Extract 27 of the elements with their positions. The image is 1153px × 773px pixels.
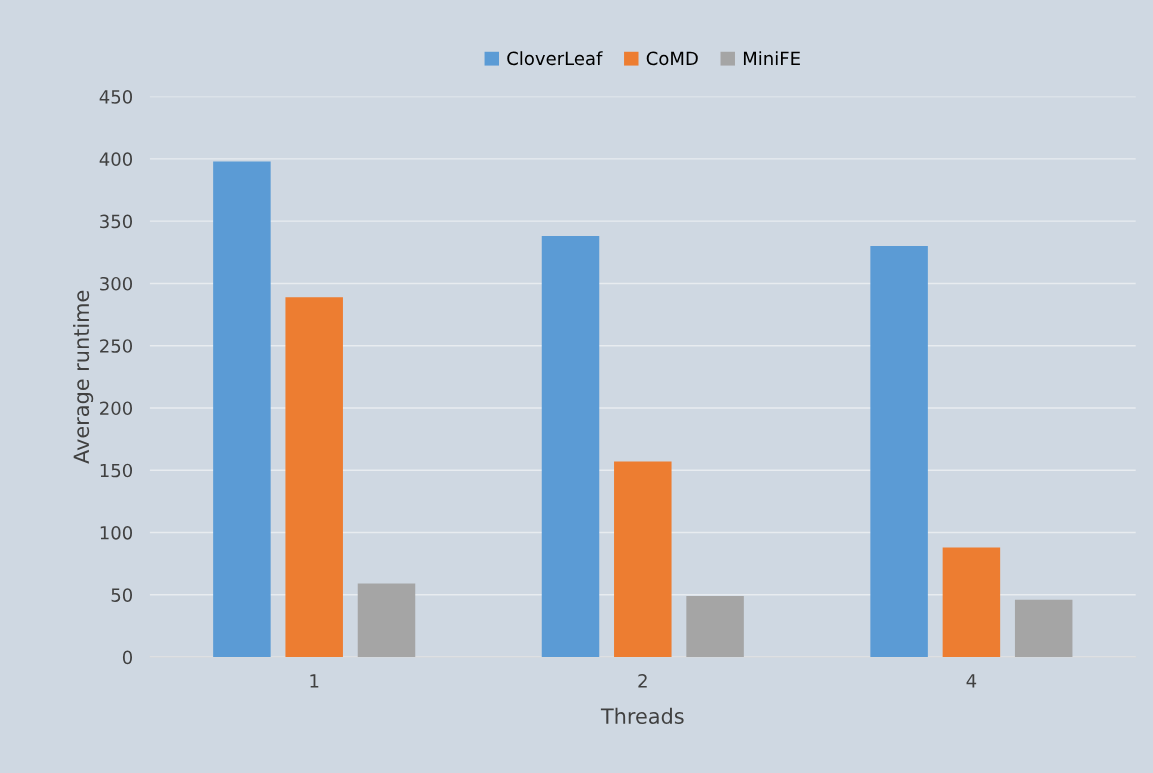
legend-label: MiniFE	[743, 51, 800, 65]
bar	[213, 161, 271, 658]
y-tick-label: 50	[111, 588, 133, 602]
bar	[1014, 599, 1073, 658]
y-tick-label: 200	[100, 401, 133, 416]
y-tick-label: 150	[100, 463, 133, 478]
bar	[686, 596, 744, 658]
bar	[541, 236, 600, 658]
y-tick-label: 250	[100, 339, 133, 353]
bar	[870, 246, 928, 658]
legend-label: CloverLeaf	[507, 51, 603, 66]
y-tick-label: 350	[100, 214, 133, 229]
x-tick-label: 2	[638, 674, 647, 688]
x-tick-label: 4	[966, 674, 977, 688]
bar	[285, 297, 343, 658]
y-tick-label: 300	[100, 276, 133, 291]
legend-label: CoMD	[646, 51, 698, 66]
bar	[357, 583, 416, 658]
y-axis-title: Average runtime	[73, 290, 94, 464]
bar	[614, 461, 672, 658]
x-axis-title: Threads	[600, 707, 684, 724]
bar	[942, 547, 1001, 658]
y-tick-label: 100	[100, 525, 133, 540]
x-tick-label: 1	[310, 674, 319, 688]
y-tick-label: 0	[122, 650, 133, 665]
y-tick-label: 450	[99, 90, 133, 104]
y-tick-label: 400	[99, 152, 133, 167]
